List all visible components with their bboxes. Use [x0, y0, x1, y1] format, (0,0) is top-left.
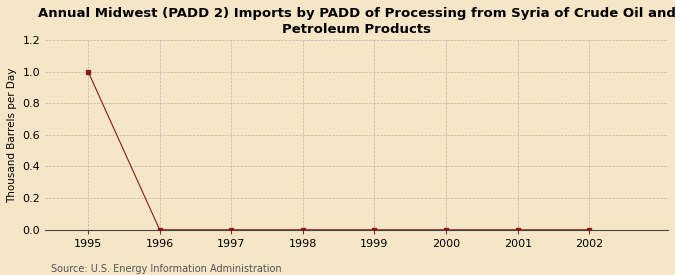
Text: Source: U.S. Energy Information Administration: Source: U.S. Energy Information Administ…: [51, 264, 281, 274]
Y-axis label: Thousand Barrels per Day: Thousand Barrels per Day: [7, 67, 17, 202]
Title: Annual Midwest (PADD 2) Imports by PADD of Processing from Syria of Crude Oil an: Annual Midwest (PADD 2) Imports by PADD …: [38, 7, 675, 36]
